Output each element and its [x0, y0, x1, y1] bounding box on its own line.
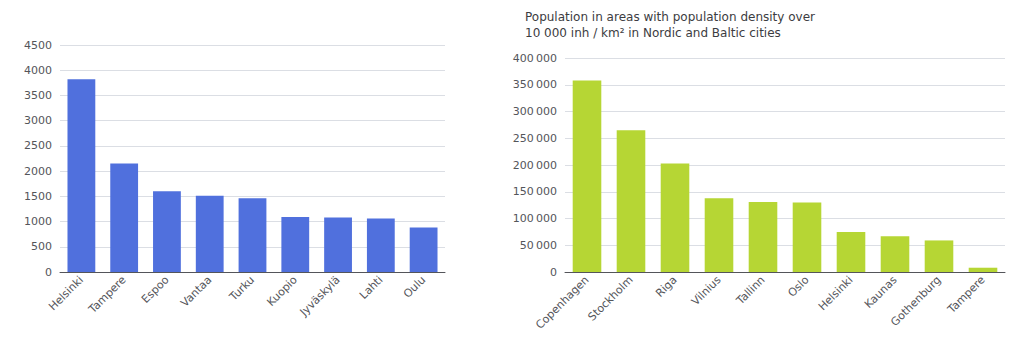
svg-text:2500: 2500 — [24, 139, 52, 152]
svg-text:50 000: 50 000 — [520, 239, 557, 252]
svg-text:Tampere: Tampere — [86, 273, 129, 316]
svg-text:4500: 4500 — [24, 39, 52, 52]
svg-text:Tampere: Tampere — [944, 273, 987, 316]
svg-text:4000: 4000 — [24, 64, 52, 77]
svg-text:500: 500 — [31, 240, 52, 253]
svg-text:Oslo: Oslo — [785, 273, 811, 299]
svg-text:100 000: 100 000 — [513, 212, 557, 225]
svg-text:Gothenburg: Gothenburg — [888, 273, 943, 328]
svg-text:400 000: 400 000 — [513, 52, 557, 65]
svg-text:250 000: 250 000 — [513, 132, 557, 145]
svg-text:Kaunas: Kaunas — [862, 273, 900, 311]
svg-text:3500: 3500 — [24, 89, 52, 102]
svg-text:Copenhagen: Copenhagen — [533, 273, 591, 331]
svg-text:1500: 1500 — [24, 190, 52, 203]
svg-text:0: 0 — [45, 266, 52, 279]
svg-text:150 000: 150 000 — [513, 185, 557, 198]
svg-text:350 000: 350 000 — [513, 78, 557, 91]
svg-text:10 000 inh / km² in Nordic and: 10 000 inh / km² in Nordic and Baltic ci… — [525, 26, 781, 40]
svg-text:0: 0 — [550, 266, 557, 279]
svg-text:Espoo: Espoo — [139, 273, 172, 306]
svg-text:Helsinki: Helsinki — [816, 273, 856, 313]
svg-text:Vantaa: Vantaa — [178, 273, 214, 309]
svg-text:300 000: 300 000 — [513, 105, 557, 118]
svg-text:Lahti: Lahti — [357, 273, 385, 301]
svg-text:3000: 3000 — [24, 114, 52, 127]
svg-text:Helsinki: Helsinki — [46, 273, 86, 313]
svg-text:200 000: 200 000 — [513, 159, 557, 172]
svg-text:2000: 2000 — [24, 165, 52, 178]
svg-text:Kuopio: Kuopio — [264, 273, 300, 309]
svg-text:Tallinn: Tallinn — [733, 273, 767, 307]
svg-text:Jyväskylä: Jyväskylä — [297, 273, 343, 319]
svg-text:Oulu: Oulu — [401, 273, 428, 300]
svg-text:Population in areas with popul: Population in areas with population dens… — [525, 10, 815, 24]
svg-text:Riga: Riga — [653, 273, 679, 299]
svg-text:Vilnius: Vilnius — [689, 273, 724, 308]
svg-text:Stockholm: Stockholm — [586, 273, 636, 323]
svg-text:1000: 1000 — [24, 215, 52, 228]
svg-text:Turku: Turku — [226, 273, 257, 304]
